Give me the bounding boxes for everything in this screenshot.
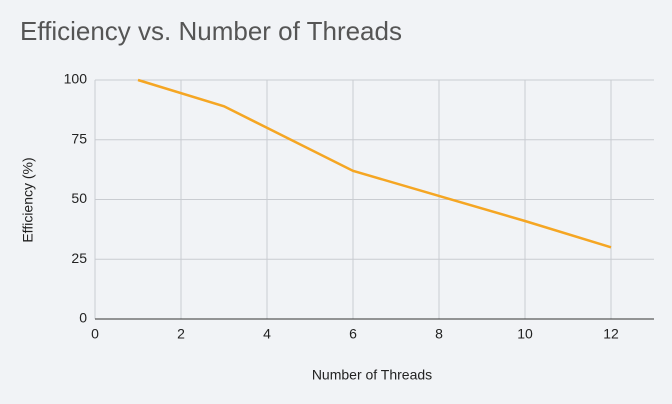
y-axis-label: Efficiency (%) <box>20 157 36 242</box>
y-tick-label: 75 <box>71 130 87 146</box>
data-line <box>137 78 612 249</box>
x-tick-label: 10 <box>517 326 533 342</box>
y-tick-label: 0 <box>79 310 87 326</box>
x-tick-label: 12 <box>603 326 619 342</box>
x-tick-label: 0 <box>91 326 99 342</box>
x-tick-label: 2 <box>177 326 185 342</box>
chart-title: Efficiency vs. Number of Threads <box>20 16 402 46</box>
y-tick-label: 100 <box>64 71 88 87</box>
x-tick-label: 4 <box>263 326 271 342</box>
y-tick-label: 50 <box>71 190 87 206</box>
x-tick-label: 8 <box>435 326 443 342</box>
x-axis-label: Number of Threads <box>312 367 432 383</box>
x-tick-label: 6 <box>349 326 357 342</box>
y-tick-label: 25 <box>71 250 87 266</box>
